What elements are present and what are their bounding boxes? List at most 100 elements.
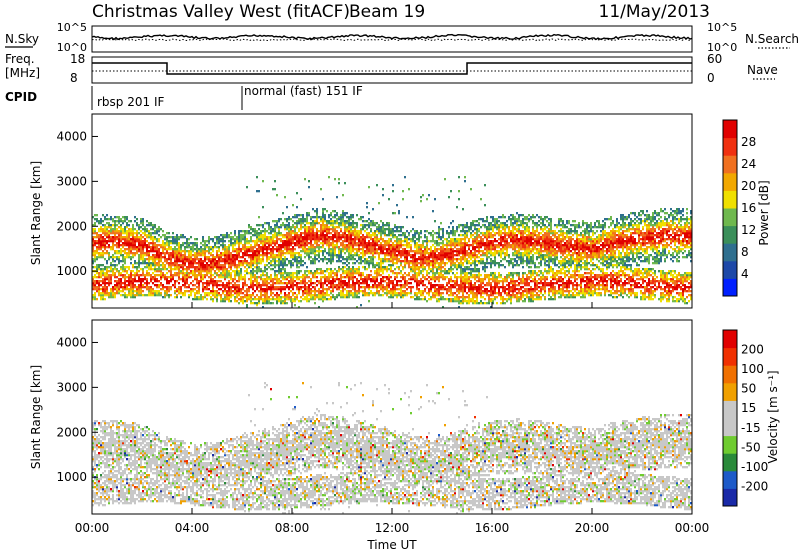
heatmap-cell	[260, 278, 262, 281]
heatmap-cell	[166, 294, 168, 297]
heatmap-cell	[426, 258, 428, 261]
heatmap-cell	[298, 222, 300, 225]
heatmap-cell	[360, 224, 362, 227]
heatmap-cell	[290, 260, 292, 263]
heatmap-cell	[306, 270, 308, 273]
heatmap-cell	[138, 292, 140, 295]
heatmap-cell	[132, 256, 134, 259]
heatmap-cell	[138, 240, 140, 243]
heatmap-cell	[418, 234, 420, 237]
heatmap-cell	[442, 252, 444, 255]
heatmap-cell	[322, 214, 324, 217]
heatmap-cell	[290, 280, 292, 283]
heatmap-cell	[138, 264, 140, 267]
heatmap-cell	[170, 294, 172, 297]
heatmap-cell	[120, 284, 122, 287]
heatmap-cell	[236, 296, 238, 299]
heatmap-cell	[166, 240, 168, 243]
heatmap-cell	[322, 210, 324, 213]
heatmap-cell	[344, 280, 346, 283]
heatmap-cell	[156, 252, 158, 255]
heatmap-cell	[302, 236, 304, 239]
heatmap-cell	[316, 236, 318, 239]
heatmap-cell	[112, 258, 114, 261]
heatmap-cell	[228, 282, 230, 285]
heatmap-cell	[388, 292, 390, 295]
heatmap-cell	[314, 246, 316, 249]
heatmap-cell	[452, 228, 454, 231]
heatmap-cell	[94, 280, 96, 283]
heatmap-cell	[230, 232, 232, 235]
heatmap-cell	[334, 298, 336, 301]
heatmap-cell	[244, 260, 246, 263]
heatmap-cell	[344, 288, 346, 291]
heatmap-cell	[282, 222, 284, 225]
heatmap-cell	[268, 256, 270, 259]
heatmap-cell	[190, 252, 192, 255]
heatmap-cell	[134, 220, 136, 223]
heatmap-cell	[102, 246, 104, 249]
heatmap-cell	[388, 240, 390, 243]
heatmap-cell	[292, 278, 294, 281]
heatmap-cell	[214, 236, 216, 239]
heatmap-cell	[92, 286, 94, 289]
heatmap-cell	[178, 248, 180, 251]
heatmap-cell	[376, 290, 378, 293]
heatmap-cell	[102, 286, 104, 289]
heatmap-cell	[448, 298, 450, 301]
heatmap-cell	[356, 296, 358, 299]
heatmap-cell	[438, 298, 440, 301]
heatmap-cell	[222, 272, 224, 275]
heatmap-cell	[312, 274, 314, 277]
heatmap-cell	[148, 234, 150, 237]
heatmap-cell	[322, 276, 324, 279]
heatmap-cell	[286, 284, 288, 287]
heatmap-cell	[384, 240, 386, 243]
heatmap-cell	[422, 290, 424, 293]
heatmap-cell	[374, 266, 376, 269]
heatmap-cell	[234, 290, 236, 293]
heatmap-cell	[392, 288, 394, 291]
heatmap-cell	[368, 218, 370, 221]
heatmap-cell	[242, 278, 244, 281]
heatmap-cell	[224, 240, 226, 243]
heatmap-cell	[232, 278, 234, 281]
heatmap-cell	[324, 234, 326, 237]
heatmap-cell	[184, 274, 186, 277]
heatmap-cell	[200, 254, 202, 257]
heatmap-cell	[320, 224, 322, 227]
heatmap-cell	[230, 286, 232, 289]
heatmap-cell	[236, 266, 238, 269]
heatmap-cell	[232, 284, 234, 287]
heatmap-cell	[176, 260, 178, 263]
heatmap-cell	[230, 236, 232, 239]
heatmap-cell	[98, 290, 100, 293]
heatmap-cell	[356, 222, 358, 225]
heatmap-cell	[108, 294, 110, 297]
heatmap-cell	[332, 228, 334, 231]
heatmap-cell	[142, 262, 144, 265]
heatmap-cell	[384, 230, 386, 233]
heatmap-cell	[266, 280, 268, 283]
heatmap-cell	[232, 254, 234, 257]
heatmap-cell	[444, 262, 446, 265]
heatmap-cell	[298, 276, 300, 279]
heatmap-cell	[272, 246, 274, 249]
heatmap-cell	[370, 256, 372, 259]
heatmap-cell	[254, 284, 256, 287]
heatmap-cell	[324, 288, 326, 291]
heatmap-cell	[270, 264, 272, 267]
heatmap-cell	[230, 296, 232, 299]
heatmap-cell	[274, 226, 276, 229]
heatmap-cell	[110, 294, 112, 297]
heatmap-cell	[320, 226, 322, 229]
heatmap-cell	[300, 236, 302, 239]
heatmap-cell	[214, 262, 216, 265]
heatmap-cell	[264, 240, 266, 243]
heatmap-cell	[314, 222, 316, 225]
heatmap-cell	[118, 272, 120, 275]
heatmap-cell	[374, 240, 376, 243]
heatmap-cell	[292, 300, 294, 303]
heatmap-cell	[230, 276, 232, 279]
heatmap-cell	[150, 242, 152, 245]
